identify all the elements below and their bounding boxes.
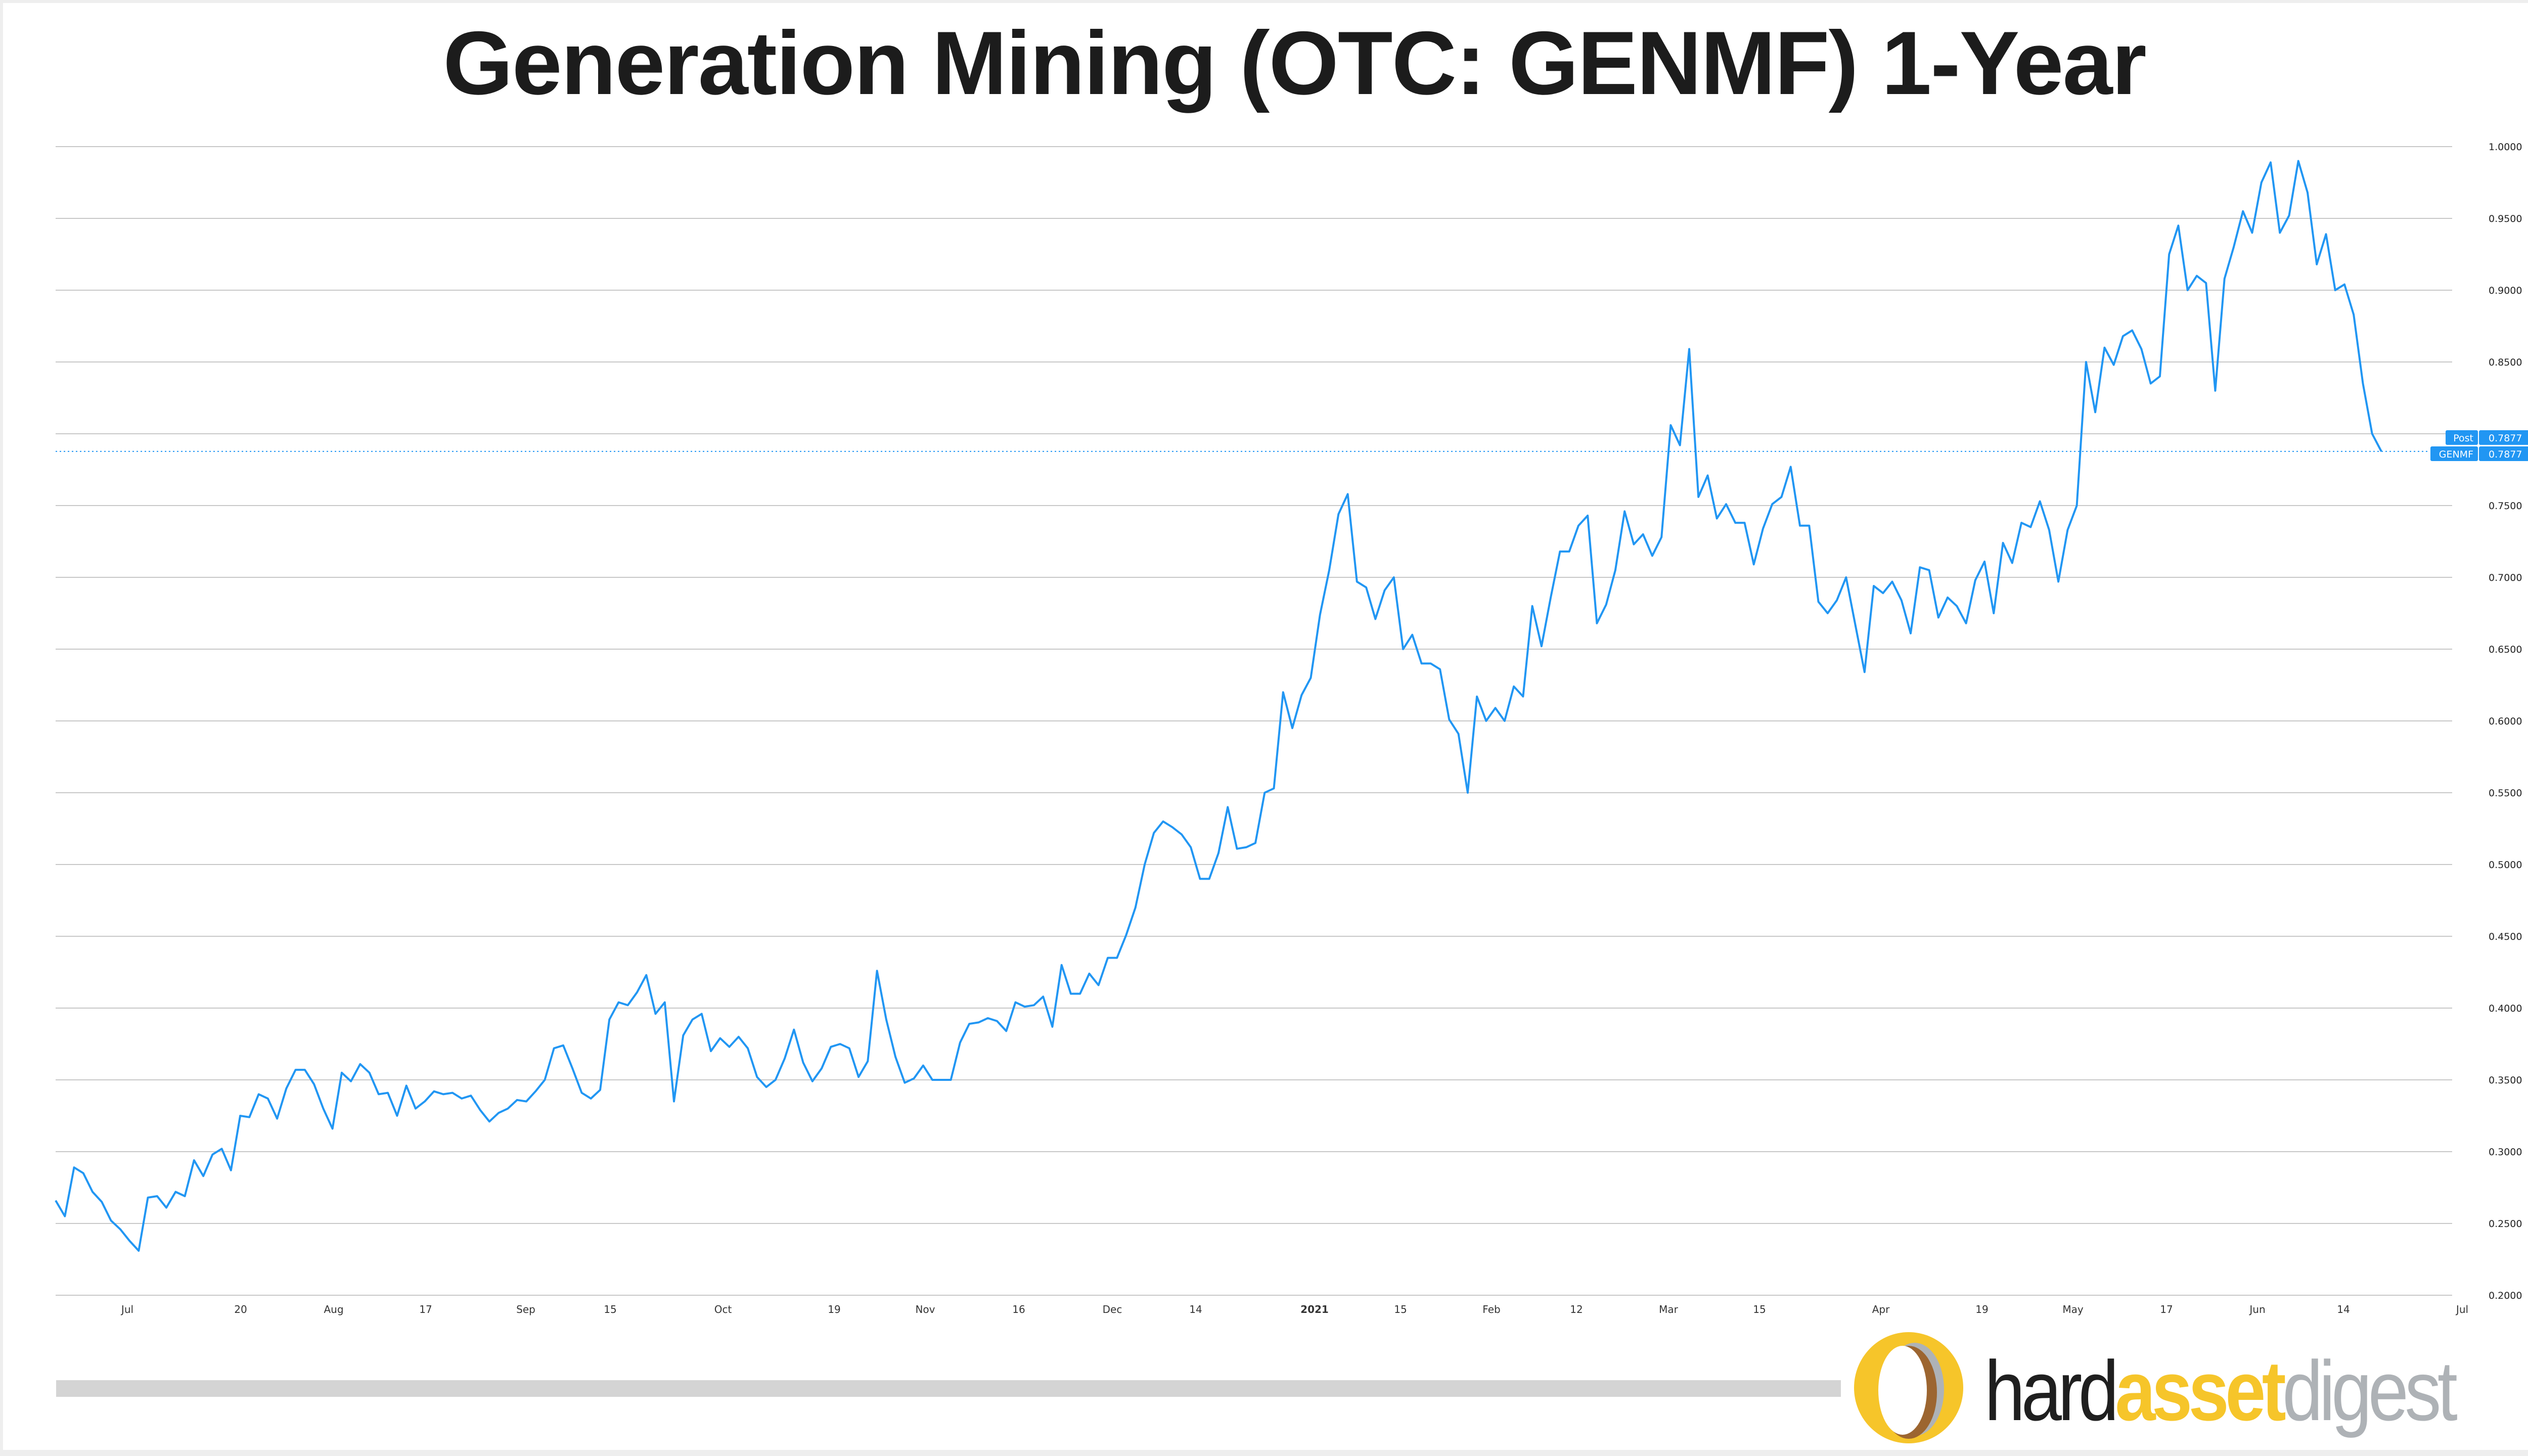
y-tick-label: 0.6000 <box>2489 716 2522 727</box>
price-line <box>55 160 2382 1252</box>
y-axis: 1.00000.95000.90000.85000.80000.75000.70… <box>2489 142 2522 1301</box>
x-tick-label: Nov <box>915 1303 935 1315</box>
x-axis: Jul 20 Aug 17 Sep 15 Oct 19 Nov 16 Dec 14 2021 15 Feb 1… <box>120 1303 2468 1315</box>
hardassetdigest-logo: hardassetdigest <box>1848 1330 2528 1446</box>
x-tick-label: Jul <box>120 1303 133 1315</box>
x-tick-label: Apr <box>1872 1303 1890 1315</box>
y-tick-label: 0.5000 <box>2489 859 2522 871</box>
x-tick-label: 14 <box>2337 1303 2350 1315</box>
x-tick-label: 20 <box>234 1303 247 1315</box>
y-tick-label: 0.3500 <box>2489 1075 2522 1086</box>
y-tick-label: 0.6500 <box>2489 644 2522 655</box>
y-tick-label: 0.4500 <box>2489 931 2522 942</box>
y-tick-label: 0.2500 <box>2489 1218 2522 1230</box>
x-tick-label: Mar <box>1659 1303 1679 1315</box>
post-badge-label: Post <box>2453 433 2473 444</box>
x-tick-label: 2021 <box>1300 1303 1329 1315</box>
ticker-badge: GENMF 0.7877 <box>2430 446 2528 461</box>
y-tick-label: 0.7500 <box>2489 500 2522 512</box>
y-tick-label: 0.4000 <box>2489 1003 2522 1014</box>
time-range-scrollbar[interactable] <box>56 1380 1841 1397</box>
y-tick-label: 0.8500 <box>2489 357 2522 368</box>
x-tick-label: 12 <box>1570 1303 1583 1315</box>
post-badge-value: 0.7877 <box>2489 433 2522 444</box>
ticker-badge-label: GENMF <box>2439 449 2473 460</box>
x-tick-label: Jun <box>2248 1303 2265 1315</box>
post-badge: Post 0.7877 <box>2446 430 2528 445</box>
logo-text-digest: digest <box>2282 1343 2458 1438</box>
y-tick-label: 0.5500 <box>2489 788 2522 799</box>
chart-frame <box>3 3 2528 1450</box>
price-badges: Post 0.7877 GENMF 0.7877 <box>2430 430 2528 461</box>
gridlines <box>56 146 2452 1296</box>
logo-wordmark: hardassetdigest <box>1984 1343 2458 1439</box>
x-tick-label: Dec <box>1103 1303 1122 1315</box>
y-tick-label: 0.9500 <box>2489 213 2522 224</box>
y-tick-label: 0.9000 <box>2489 285 2522 296</box>
x-tick-label: Oct <box>714 1303 732 1315</box>
x-tick-label: 14 <box>1189 1303 1202 1315</box>
x-tick-label: 15 <box>1753 1303 1766 1315</box>
x-tick-label: 17 <box>2160 1303 2173 1315</box>
y-tick-label: 0.2000 <box>2489 1290 2522 1301</box>
y-tick-label: 1.0000 <box>2489 142 2522 153</box>
x-tick-label: Jul <box>2455 1303 2468 1315</box>
x-tick-label: 15 <box>1394 1303 1407 1315</box>
x-tick-label: 19 <box>828 1303 840 1315</box>
chart-title: Generation Mining (OTC: GENMF) 1-Year <box>443 13 2147 113</box>
x-tick-label: 15 <box>604 1303 616 1315</box>
x-tick-label: Aug <box>324 1303 343 1315</box>
x-tick-label: Feb <box>1482 1303 1500 1315</box>
ticker-badge-value: 0.7877 <box>2489 449 2522 460</box>
logo-text-hard: hard <box>1984 1343 2119 1438</box>
y-tick-label: 0.7000 <box>2489 572 2522 583</box>
x-tick-label: 19 <box>1975 1303 1988 1315</box>
x-tick-label: 17 <box>419 1303 432 1315</box>
logo-ring-icon <box>1854 1332 1963 1443</box>
x-tick-label: May <box>2062 1303 2084 1315</box>
y-tick-label: 0.3000 <box>2489 1147 2522 1158</box>
logo-text-asset: asset <box>2115 1343 2286 1438</box>
x-tick-label: Sep <box>516 1303 535 1315</box>
x-tick-label: 16 <box>1012 1303 1025 1315</box>
